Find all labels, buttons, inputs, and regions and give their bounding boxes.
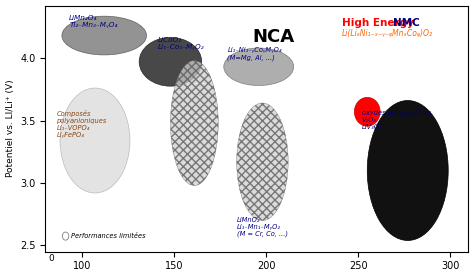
Text: NMC: NMC: [393, 18, 420, 28]
Text: 0: 0: [48, 254, 54, 263]
Ellipse shape: [60, 88, 130, 193]
Text: Li(LiₐNi₁₋ₓ₋ᵧ₋ᵩMnₓCoᵩ)O₂: Li(LiₐNi₁₋ₓ₋ᵧ₋ᵩMnₓCoᵩ)O₂: [341, 29, 432, 38]
Text: Performances limitées: Performances limitées: [71, 233, 146, 239]
Text: NCA: NCA: [253, 28, 295, 46]
Ellipse shape: [62, 16, 146, 55]
Text: LiCoO₂
Li₁₋Co₁₋MᵧO₂: LiCoO₂ Li₁₋Co₁₋MᵧO₂: [157, 37, 204, 50]
Ellipse shape: [367, 101, 448, 240]
Text: Composés
polyanioniques
Li₁₋VOPO₄
LiᵧFePO₄: Composés polyanioniques Li₁₋VOPO₄ LiᵧFeP…: [56, 110, 107, 138]
Text: High Energy: High Energy: [341, 18, 413, 28]
Ellipse shape: [171, 61, 218, 186]
Text: LiMnO₂
Li₁₋Mn₁₋MᵧO₂
(M = Cr, Co, ...): LiMnO₂ Li₁₋Mn₁₋MᵧO₂ (M = Cr, Co, ...): [237, 217, 288, 237]
Ellipse shape: [355, 98, 380, 126]
Text: LiMn₂O₄
Ti₂₋Mn₂₋MᵧO₄: LiMn₂O₄ Ti₂₋Mn₂₋MᵧO₄: [69, 15, 118, 28]
Y-axis label: Potentiel vs. LI/Li⁺ (V): Potentiel vs. LI/Li⁺ (V): [6, 80, 15, 178]
Ellipse shape: [224, 48, 294, 86]
Ellipse shape: [139, 37, 202, 86]
Text: oxydes de vanadium
V₂O₅
LiV₃O₈: oxydes de vanadium V₂O₅ LiV₃O₈: [362, 110, 431, 130]
Ellipse shape: [237, 103, 288, 220]
Text: Li₁₋Ni₁₋ᵧCoᵧMᵧO₄
(M=Mg, Al, ...): Li₁₋Ni₁₋ᵧCoᵧMᵧO₄ (M=Mg, Al, ...): [228, 47, 282, 61]
